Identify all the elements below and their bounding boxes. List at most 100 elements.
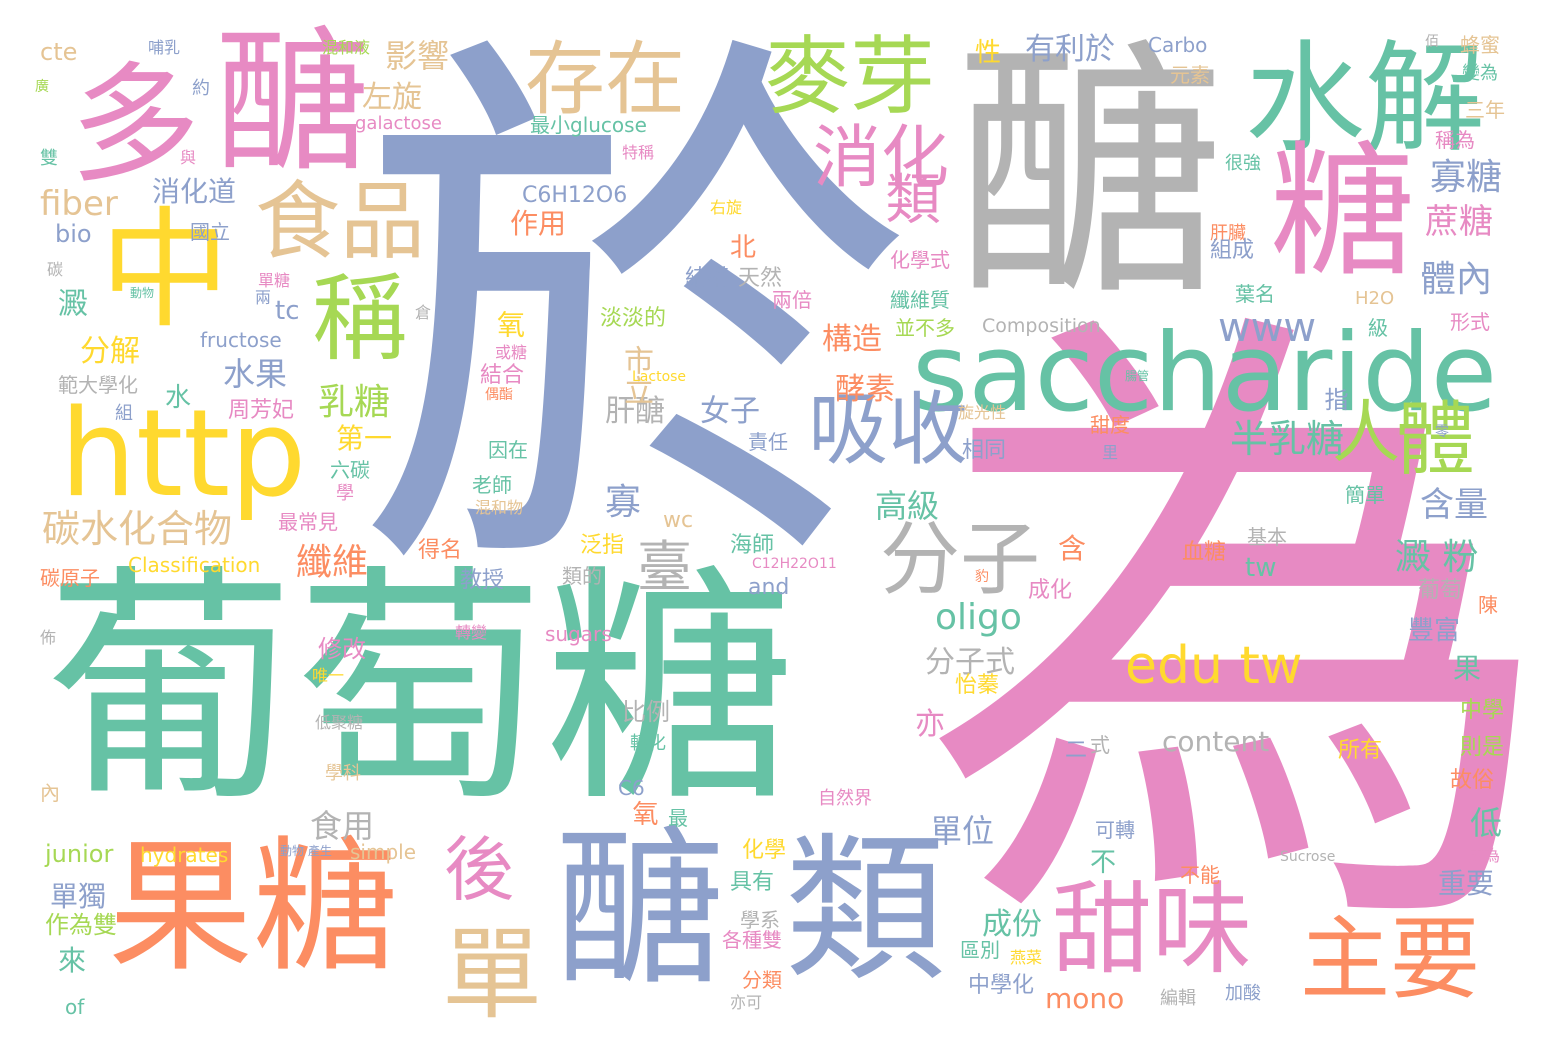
- word-term-46: 重要: [1438, 867, 1495, 900]
- word-term-19: 消化: [813, 119, 950, 198]
- word-term-92: 性: [975, 38, 1002, 68]
- word-term-153: 轉變: [455, 623, 488, 642]
- word-term-150: 低聚糖: [315, 713, 364, 732]
- word-term-188: 與: [180, 148, 197, 167]
- word-term-143: 亦可: [730, 993, 763, 1012]
- word-term-129: 二: [1065, 738, 1088, 763]
- word-term-70: 來: [58, 944, 87, 977]
- word-term-177: 國立: [190, 220, 230, 244]
- word-term-189: 哺乳: [148, 38, 181, 57]
- word-term-4: 醣: [955, 17, 1225, 332]
- word-term-106: 相同: [962, 438, 1007, 463]
- word-term-201: 燕菜: [1010, 948, 1043, 967]
- word-term-9: 果糖: [108, 823, 398, 992]
- word-composition: Composition: [982, 315, 1101, 337]
- word-term-190: 混和液: [322, 38, 371, 57]
- word-term-14: 糖: [1270, 128, 1415, 297]
- word-term-34: 體內: [1420, 259, 1493, 300]
- word-term-40: 分子式: [925, 645, 1015, 680]
- word-c12h22o11: C12H22O11: [752, 556, 837, 572]
- word-term-145: 最: [668, 806, 688, 830]
- word-edu-tw: edu tw: [1125, 636, 1303, 696]
- word-term-167: 氧: [493, 310, 526, 338]
- word-term-195: 偶酯: [485, 387, 513, 403]
- word-term-104: 指: [1320, 387, 1348, 411]
- word-term-198: 佈: [40, 628, 57, 647]
- word-term-17: 食品: [255, 173, 426, 272]
- word-term-197: 里: [1102, 443, 1119, 462]
- word-term-148: 修改: [318, 635, 366, 663]
- word-term-140: 學系: [740, 908, 780, 932]
- word-term-172: 兩倍: [772, 288, 812, 312]
- word-term-62: 作用: [510, 207, 567, 240]
- word-term-56: 有利於: [1025, 32, 1115, 67]
- word-term-199: 零: [1435, 424, 1449, 440]
- word-term-96: 蜂蜜: [1460, 33, 1500, 57]
- word-term-109: 血糖: [1182, 540, 1227, 565]
- word-c6: C6: [618, 776, 645, 800]
- word-term-112: 葡萄: [1418, 578, 1463, 603]
- word-term-155: 得名: [418, 538, 463, 563]
- word-term-141: 各種雙: [722, 928, 782, 952]
- word-term-47: 纖維: [296, 542, 369, 583]
- word-term-126: 成為: [1468, 846, 1501, 865]
- word-term-171: 天然: [738, 266, 783, 291]
- word-term-191: 佰: [1425, 34, 1439, 50]
- word-term-169: 淡淡的: [600, 306, 667, 331]
- word-term-37: 澱 粉: [1395, 537, 1479, 578]
- word-term-44: 單位: [930, 812, 995, 850]
- word-http: http: [60, 385, 307, 524]
- word-term-154: 教授: [460, 568, 505, 593]
- word-term-3: 葡萄糖: [45, 544, 795, 835]
- word-term-115: 中學: [1460, 698, 1505, 723]
- word-term-33: 蔗糖: [1425, 202, 1493, 242]
- word-tc: tc: [275, 296, 300, 326]
- word-term-57: 構造: [822, 322, 882, 357]
- word-term-93: 元素: [1170, 63, 1210, 87]
- word-term-20: 吸收: [808, 383, 968, 476]
- word-term-161: 水: [165, 383, 192, 413]
- word-term-60: 女子: [700, 394, 760, 429]
- word-term-30: 臺: [637, 535, 693, 599]
- word-term-144: 氧: [628, 800, 658, 826]
- word-term-146: 含: [1058, 532, 1087, 565]
- word-term-123: 加酸: [1225, 983, 1261, 1004]
- word-term-196: 腸管: [1125, 369, 1150, 383]
- word-and: and: [748, 575, 790, 600]
- word-classification: Classification: [128, 553, 261, 577]
- word-term-158: 學: [336, 483, 354, 504]
- word-www: www: [1218, 305, 1317, 351]
- word-term-21: 分子: [880, 513, 1040, 606]
- word-term-168: 或糖: [495, 343, 528, 362]
- word-term-43: 成份: [982, 907, 1042, 942]
- word-term-15: 麥芽: [765, 28, 936, 127]
- word-galactose: galactose: [355, 113, 442, 134]
- word-term-29: 碳水化合物: [42, 507, 233, 551]
- word-content: content: [1162, 725, 1270, 758]
- word-term-11: 類: [785, 816, 946, 1003]
- word-term-95: 稱為: [1435, 128, 1475, 152]
- word-h2o: H2O: [1355, 288, 1395, 309]
- word-term-111: 簡單: [1345, 483, 1385, 507]
- word-term-135: 泛指: [580, 533, 625, 558]
- word-term-50: 水果: [223, 355, 288, 393]
- word-term-35: 半乳糖: [1230, 417, 1345, 461]
- word-term-94: 三年: [1465, 98, 1505, 122]
- word-term-98: 很強: [1225, 153, 1261, 174]
- word-term-128: 怡蓁: [955, 673, 1000, 698]
- word-term-186: 廣: [35, 79, 49, 95]
- word-term-53: 消化道: [152, 175, 237, 208]
- word-term-130: 式: [1090, 733, 1110, 757]
- word-term-184: 碳: [47, 260, 64, 279]
- word-junior: junior: [45, 840, 114, 868]
- word-term-118: 所有: [1338, 738, 1383, 763]
- word-term-152: 內: [40, 781, 60, 805]
- word-term-194: 混和物: [475, 498, 524, 517]
- word-c6h12o6: C6H12O6: [522, 183, 628, 208]
- word-term-170: 結構: [685, 266, 730, 291]
- word-tw: tw: [1245, 553, 1277, 583]
- word-term-149: 唯一: [312, 666, 345, 685]
- word-term-99: 肝臟: [1210, 223, 1246, 244]
- word-term-100: 組成: [1210, 238, 1255, 263]
- word-term-67: 食用: [310, 807, 375, 845]
